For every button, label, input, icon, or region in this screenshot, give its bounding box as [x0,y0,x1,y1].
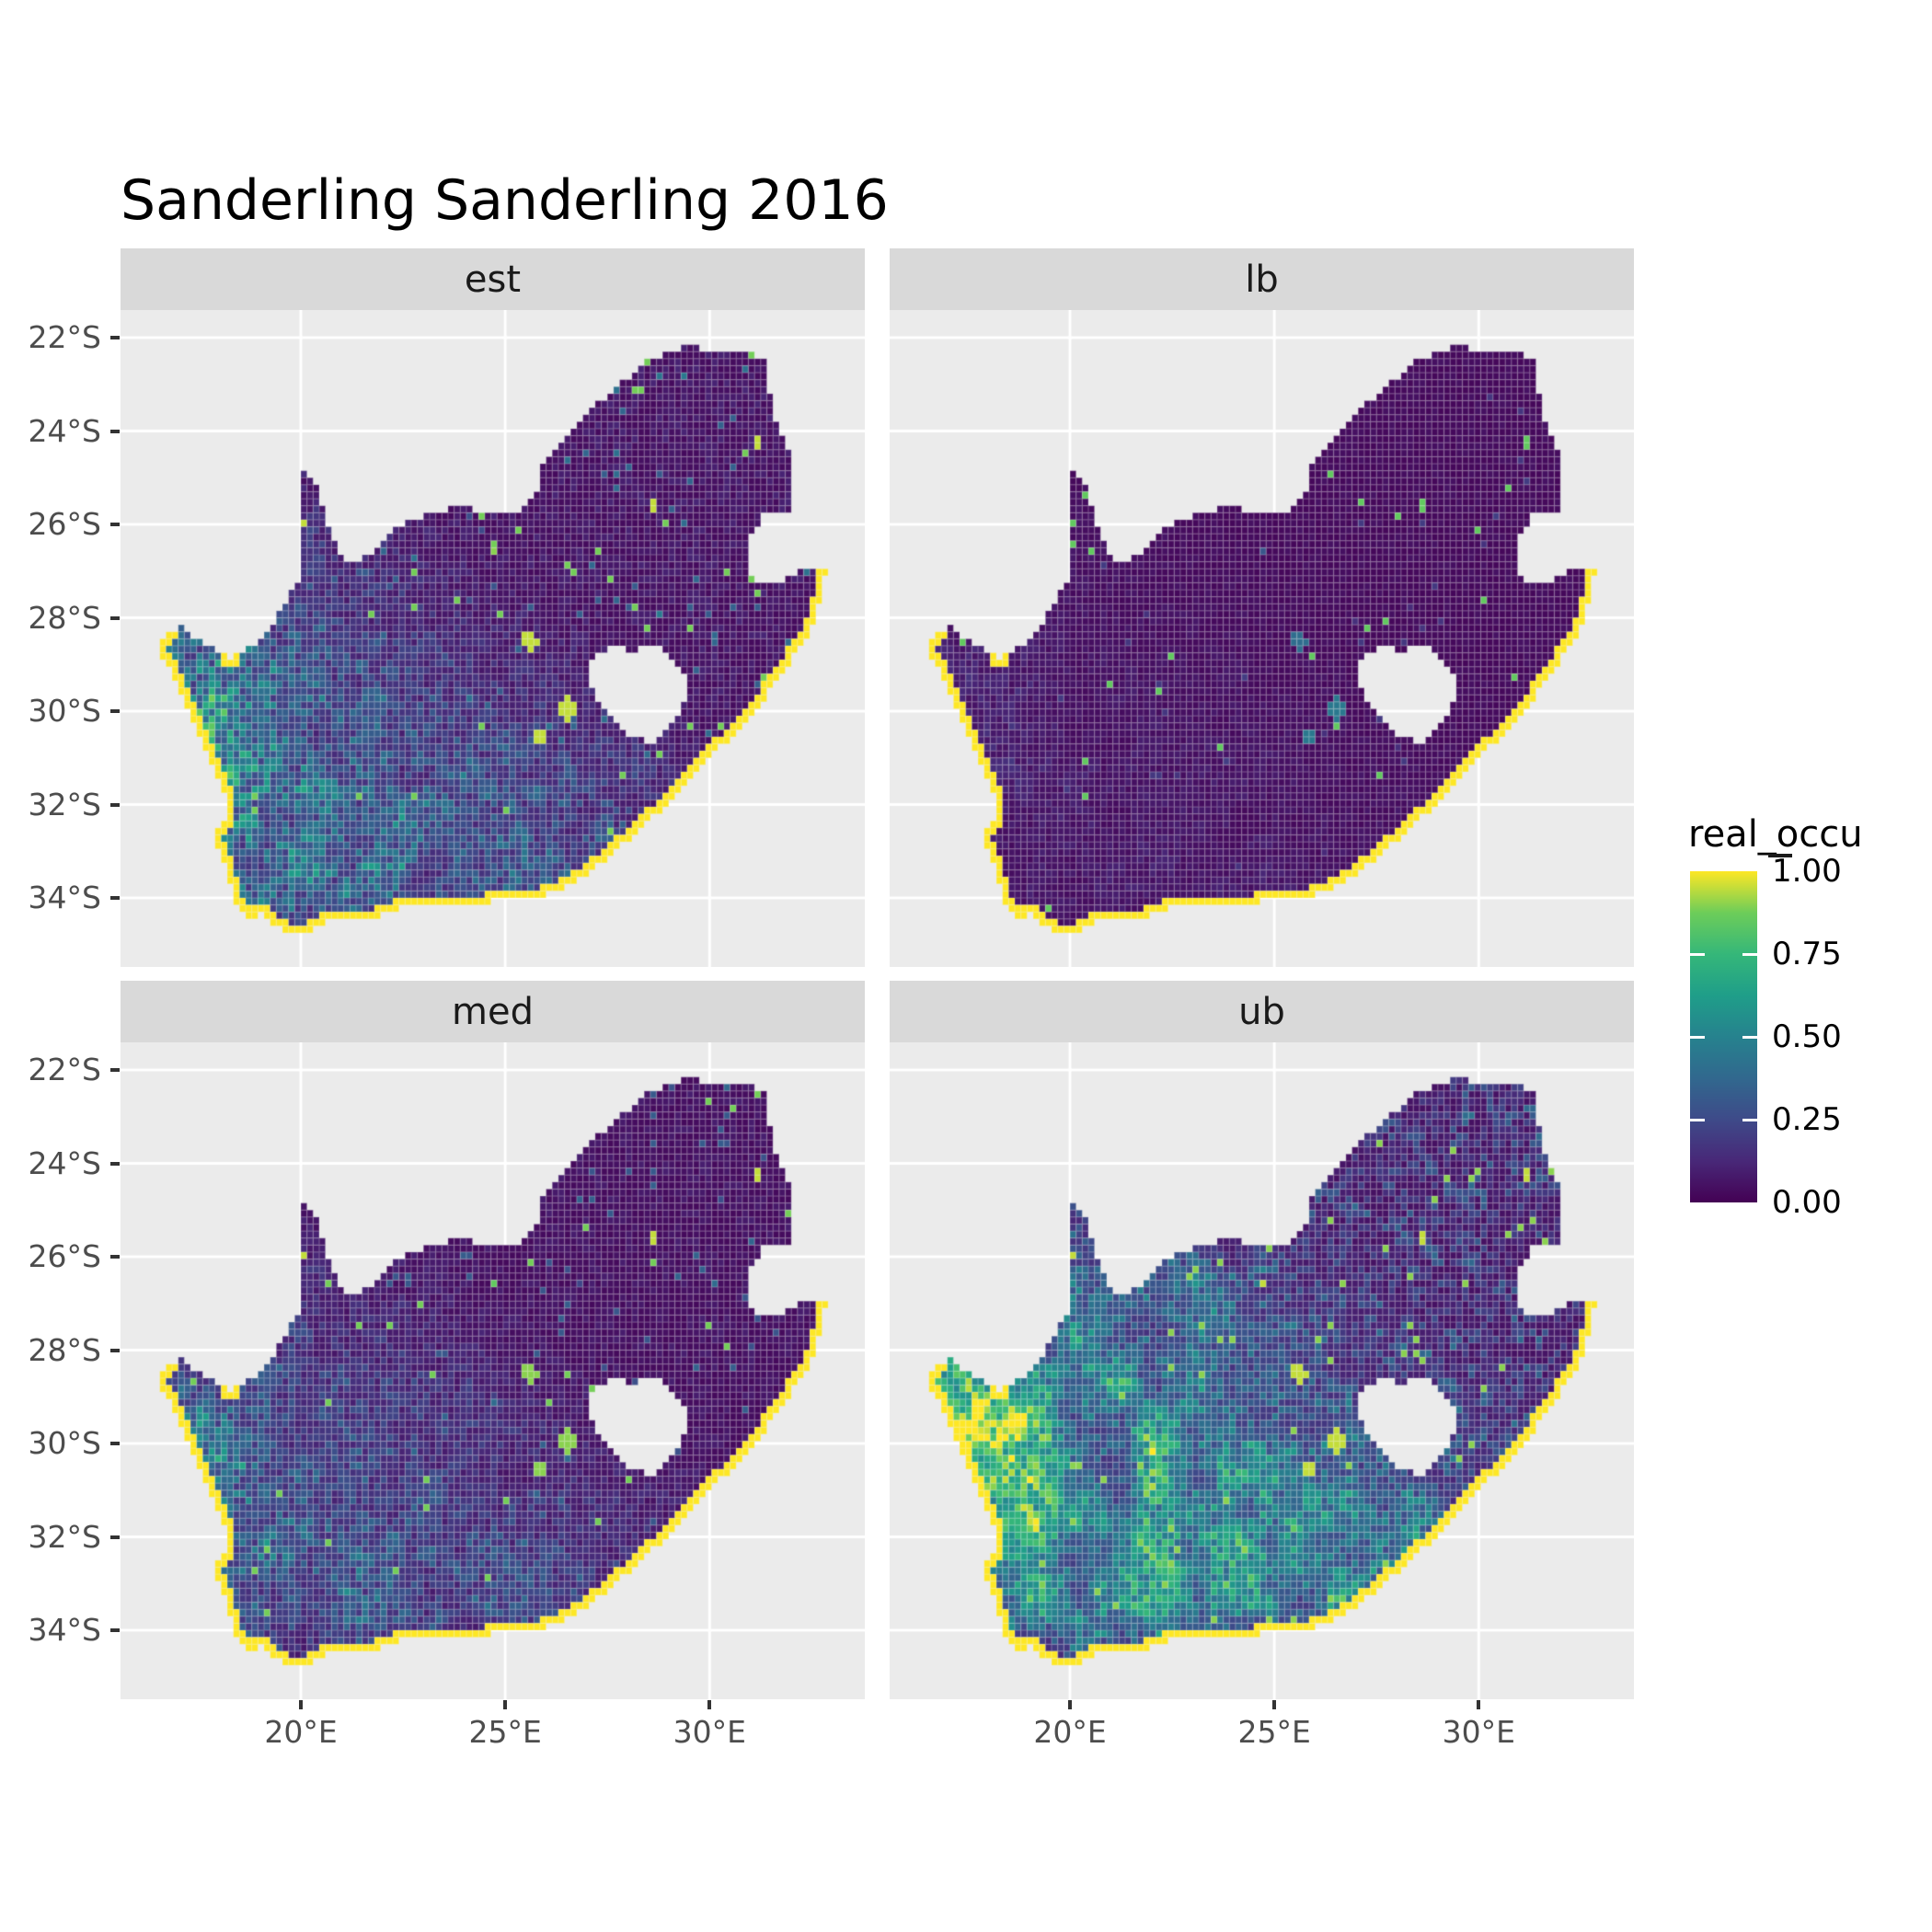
axis-tick-label: 22°S [28,1052,101,1087]
axis-tick-mark [110,1535,120,1539]
axis-tick-label: 22°S [28,319,101,355]
axis-tick-mark [110,1161,120,1166]
legend-tick [1690,952,1705,956]
axis-tick-mark [299,1700,303,1709]
legend-label: 0.25 [1772,1101,1842,1138]
legend-top-tick [1768,854,1792,857]
axis-tick-label: 28°S [28,1331,101,1368]
axis-tick-label: 32°S [28,786,101,822]
legend-label: 0.75 [1772,936,1842,972]
axis-tick-mark [1477,1700,1481,1709]
axis-tick-mark [110,336,120,339]
facet-strip-label: med [452,990,534,1033]
axis-tick-mark [110,429,120,433]
map-panel-est [121,310,865,967]
map-canvas-med [121,1042,865,1699]
axis-tick-label: 25°E [1237,1714,1311,1750]
axis-tick-label: 20°E [264,1714,338,1750]
axis-tick-label: 28°S [28,599,101,636]
plot-title: Sanderling Sanderling 2016 [121,168,889,233]
axis-tick-mark [110,802,120,807]
axis-tick-mark [503,1700,508,1709]
facet-strip-label: est [464,258,522,301]
axis-tick-label: 30°E [673,1714,746,1750]
legend-label: 1.00 [1772,853,1842,890]
axis-tick-label: 30°E [1442,1714,1515,1750]
axis-tick-label: 34°S [28,1612,101,1648]
axis-tick-mark [110,1348,120,1352]
axis-tick-label: 26°S [28,506,101,542]
map-panel-ub [890,1042,1634,1699]
facet-strip-ub: ub [890,981,1634,1042]
facet-strip-est: est [121,248,865,310]
legend-tick [1742,952,1757,956]
axis-tick-mark [110,615,120,620]
axis-tick-mark [110,709,120,713]
legend-tick [1690,1118,1705,1121]
legend-tick [1742,1035,1757,1039]
axis-tick-mark [110,1068,120,1072]
map-canvas-ub [890,1042,1634,1699]
axis-tick-mark [1068,1700,1072,1709]
axis-tick-mark [110,1255,120,1259]
facet-strip-med: med [121,981,865,1042]
legend-label: 0.00 [1772,1184,1842,1221]
map-panel-lb [890,310,1634,967]
legend-title: real_occu [1688,813,1863,856]
axis-tick-label: 24°S [28,1144,101,1181]
legend-label: 0.50 [1772,1018,1842,1055]
axis-tick-mark [110,523,120,526]
legend-tick [1690,1035,1705,1039]
axis-tick-mark [110,1442,120,1445]
facet-strip-label: ub [1238,990,1285,1033]
axis-tick-mark [110,896,120,900]
axis-tick-mark [707,1700,712,1709]
axis-tick-label: 25°E [468,1714,542,1750]
axis-tick-label: 30°S [28,1425,101,1461]
axis-tick-label: 20°E [1033,1714,1107,1750]
facet-strip-label: lb [1245,258,1279,301]
axis-tick-mark [1272,1700,1277,1709]
axis-tick-label: 24°S [28,412,101,449]
legend-tick [1742,1118,1757,1121]
map-canvas-lb [890,310,1634,967]
map-canvas-est [121,310,865,967]
axis-tick-mark [110,1628,120,1632]
facet-strip-lb: lb [890,248,1634,310]
axis-tick-label: 34°S [28,880,101,915]
axis-tick-label: 32°S [28,1518,101,1555]
axis-tick-label: 26°S [28,1238,101,1274]
map-panel-med [121,1042,865,1699]
axis-tick-label: 30°S [28,693,101,729]
